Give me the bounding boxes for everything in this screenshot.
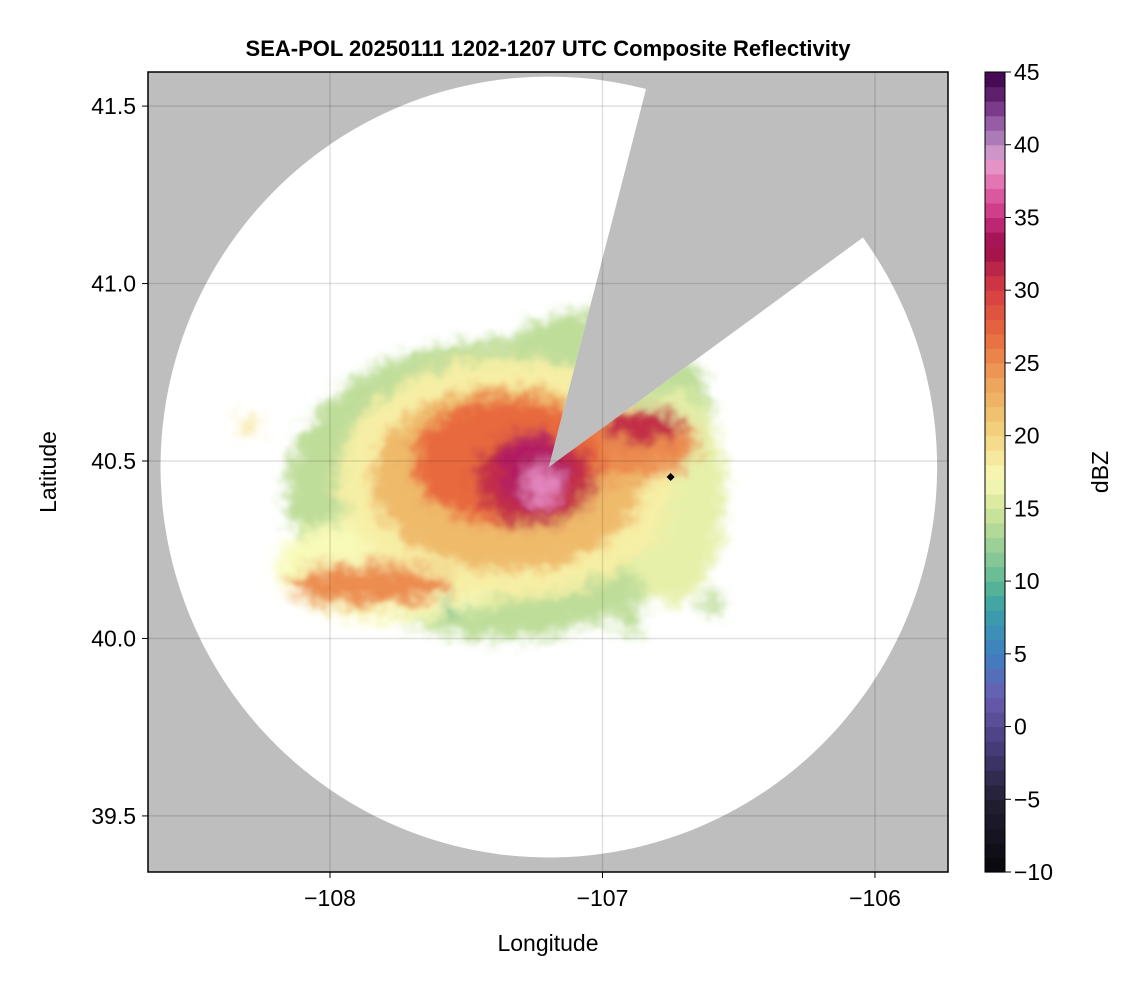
colorbar-bin (985, 799, 1005, 815)
y-tick-label: 41.5 (91, 93, 136, 119)
colorbar-tick-label: 10 (1014, 568, 1040, 594)
colorbar-bin (985, 173, 1005, 189)
colorbar-bin (985, 842, 1005, 859)
colorbar-bin (985, 595, 1005, 611)
colorbar-bin (985, 552, 1005, 568)
colorbar-tick-label: 15 (1014, 495, 1040, 521)
colorbar-bin (985, 450, 1005, 466)
echo-region (700, 592, 723, 614)
colorbar-tick-label: −5 (1014, 786, 1040, 812)
y-tick-label: 41.0 (91, 271, 136, 297)
colorbar-bin (985, 101, 1005, 117)
colorbar-bin (985, 115, 1005, 131)
colorbar-bin (985, 770, 1005, 786)
colorbar-tick-label: 40 (1014, 132, 1040, 158)
colorbar-tick-label: −10 (1014, 859, 1053, 885)
colorbar-bin (985, 726, 1005, 742)
echo-region (523, 464, 562, 508)
colorbar-bin (985, 493, 1005, 509)
y-tick-label: 39.5 (91, 803, 136, 829)
colorbar-bin (985, 290, 1005, 306)
x-axis: −108 −107 −106 (304, 872, 901, 911)
echo-region (234, 418, 262, 433)
x-tick-label: −107 (577, 885, 629, 911)
plot-frame (147, 71, 949, 873)
y-axis-label: Latitude (35, 431, 61, 513)
colorbar-bin (985, 784, 1005, 800)
colorbar-bin (985, 813, 1005, 829)
colorbar-bin (985, 217, 1005, 233)
y-tick-label: 40.0 (91, 625, 136, 651)
echo-region (444, 599, 461, 621)
colorbar-bin (985, 697, 1005, 713)
colorbar-bin (985, 566, 1005, 582)
colorbar-bin (985, 333, 1005, 349)
colorbar-bin (985, 261, 1005, 277)
colorbar-bin (985, 537, 1005, 553)
colorbar-bin (985, 508, 1005, 524)
colorbar-bin (985, 682, 1005, 699)
colorbar-bin (985, 435, 1005, 451)
colorbar-bin (985, 348, 1005, 364)
chart-title: SEA-POL 20250111 1202-1207 UTC Composite… (246, 36, 852, 61)
colorbar-ticks: −10 −5 0 5 10 15 20 25 30 35 40 45 (1005, 59, 1053, 885)
colorbar-bin (985, 668, 1005, 684)
colorbar-bin (985, 319, 1005, 335)
site-marker-diamond (666, 472, 675, 481)
colorbar-bin (985, 362, 1005, 379)
y-axis: 39.5 40.0 40.5 41.0 41.5 (91, 93, 148, 829)
colorbar-bin (985, 653, 1005, 669)
colorbar-bin (985, 421, 1005, 437)
colorbar-bin (985, 741, 1005, 757)
colorbar-bin (985, 581, 1005, 597)
x-axis-label: Longitude (497, 930, 598, 956)
colorbar-bin (985, 624, 1005, 640)
colorbar-bin (985, 406, 1005, 422)
colorbar (985, 72, 1005, 873)
colorbar-tick-label: 25 (1014, 350, 1040, 376)
colorbar-tick-label: 30 (1014, 277, 1040, 303)
colorbar-bin (985, 202, 1005, 219)
colorbar-bin (985, 392, 1005, 408)
colorbar-bin (985, 377, 1005, 393)
colorbar-bin (985, 522, 1005, 539)
colorbar-bin (985, 828, 1005, 844)
colorbar-bin (985, 639, 1005, 655)
echo-region (602, 407, 685, 444)
x-tick-label: −108 (304, 885, 356, 911)
colorbar-bin (985, 712, 1005, 728)
colorbar-bin (985, 130, 1005, 146)
colorbar-tick-label: 5 (1014, 641, 1027, 667)
colorbar-bin (985, 86, 1005, 102)
colorbar-bin (985, 159, 1005, 175)
echo-region (616, 606, 644, 635)
colorbar-bin (985, 188, 1005, 204)
colorbar-bin (985, 275, 1005, 291)
echo-region (289, 563, 453, 607)
colorbar-bin (985, 857, 1005, 873)
y-tick-label: 40.5 (91, 448, 136, 474)
colorbar-bin (985, 610, 1005, 626)
colorbar-bin (985, 72, 1005, 88)
colorbar-label: dBZ (1087, 451, 1113, 493)
grid-lines (148, 72, 948, 872)
colorbar-bin (985, 246, 1005, 262)
colorbar-frame (984, 71, 1006, 873)
colorbar-bin (985, 304, 1005, 320)
colorbar-bin (985, 232, 1005, 248)
colorbar-bin (985, 144, 1005, 160)
colorbar-bin (985, 479, 1005, 495)
colorbar-tick-label: 20 (1014, 423, 1040, 449)
x-tick-label: −106 (849, 885, 901, 911)
colorbar-bin (985, 464, 1005, 480)
colorbar-tick-label: 0 (1014, 714, 1027, 740)
colorbar-bin (985, 755, 1005, 771)
colorbar-tick-label: 45 (1014, 59, 1040, 85)
colorbar-tick-label: 35 (1014, 204, 1040, 230)
